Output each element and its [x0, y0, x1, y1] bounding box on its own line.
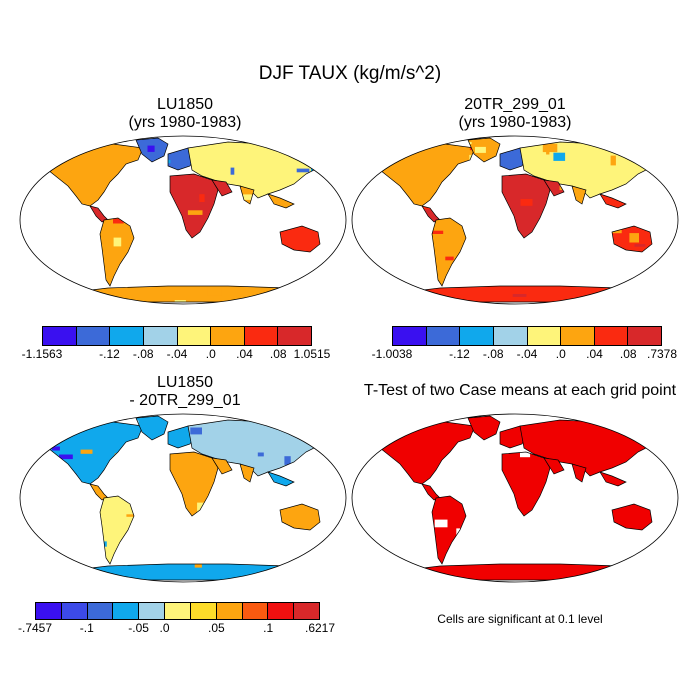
colorbar-swatch — [36, 603, 62, 619]
panel-4-title-line1: T-Test of two Case means at each grid po… — [363, 382, 677, 399]
colorbar-swatch — [268, 603, 295, 619]
colorbar-swatch — [110, 327, 144, 345]
colorbar-swatch — [113, 603, 140, 619]
colorbar-tick-label: -.08 — [482, 347, 504, 361]
colorbar-tick-label: .0 — [555, 347, 566, 361]
colorbar-swatch — [393, 327, 427, 345]
colorbar-swatch — [211, 327, 245, 345]
colorbar-swatch — [294, 603, 319, 619]
colorbar-swatch — [139, 603, 166, 619]
map-panel-ttest — [351, 413, 679, 583]
colorbar-swatch — [76, 327, 111, 345]
colorbar-swatches — [42, 326, 312, 346]
colorbar-tick-label: .08 — [269, 347, 287, 361]
map-panel-lu1850 — [19, 135, 347, 305]
colorbar-tick-label: .6217 — [304, 621, 336, 635]
colorbar-swatch — [242, 603, 269, 619]
colorbar-swatch — [143, 327, 178, 345]
colorbar-difference: -.7457 -.1 -.05 .0 .05 .1 .6217 — [18, 602, 335, 635]
colorbar-swatch — [165, 603, 191, 619]
colorbar-tick-label: -.12 — [99, 347, 120, 361]
colorbar-swatches — [35, 602, 320, 620]
colorbar-tick-label: -.05 — [128, 621, 149, 635]
colorbar-tick-label: .1 — [263, 621, 274, 635]
colorbar-swatch — [460, 327, 494, 345]
colorbar-swatches — [392, 326, 662, 346]
panel-3-title: LU1850 - 20TR_299_01 — [20, 374, 350, 410]
colorbar-tick-label: 1.0515 — [293, 347, 331, 361]
colorbar-tick-label: -.1 — [79, 621, 94, 635]
colorbar-tick-label: -.12 — [449, 347, 470, 361]
colorbar-tick-label: .08 — [619, 347, 637, 361]
colorbar-swatch — [190, 603, 217, 619]
colorbar-tick-label: .7378 — [646, 347, 678, 361]
colorbar-swatch — [61, 603, 88, 619]
colorbar-tick-label: -1.0038 — [371, 347, 413, 361]
colorbar-swatch — [561, 327, 595, 345]
figure-title: DJF TAUX (kg/m/s^2) — [258, 63, 442, 84]
colorbar-swatch — [216, 603, 243, 619]
panel-3-title-line1: LU1850 — [156, 374, 214, 391]
colorbar-tick-label: .04 — [236, 347, 253, 361]
colorbar-tick-label: -.04 — [166, 347, 188, 361]
panel-1-title-line2: (yrs 1980-1983) — [128, 114, 242, 131]
colorbar-tick-label: .05 — [208, 621, 225, 635]
colorbar-lu1850: -1.1563 -.12 -.08 -.04 .0 .04 .08 1.0515 — [22, 326, 330, 361]
panel-1-title-line1: LU1850 — [156, 96, 214, 113]
colorbar-tick-label: .04 — [586, 347, 603, 361]
colorbar-swatch — [527, 327, 562, 345]
colorbar-swatch — [628, 327, 661, 345]
panel-4-title: T-Test of two Case means at each grid po… — [350, 382, 690, 400]
colorbar-tick-label: -.7457 — [17, 621, 53, 635]
colorbar-tick-label: .0 — [205, 347, 216, 361]
significance-note: Cells are significant at 0.1 level — [437, 612, 603, 626]
panel-2-title: 20TR_299_01 (yrs 1980-1983) — [350, 96, 680, 132]
panel-3-title-line2: - 20TR_299_01 — [129, 392, 241, 409]
colorbar-swatch — [594, 327, 629, 345]
colorbar-swatch — [177, 327, 212, 345]
colorbar-swatch — [244, 327, 279, 345]
colorbar-swatch — [43, 327, 77, 345]
colorbar-tick-label: -.04 — [516, 347, 538, 361]
colorbar-swatch — [426, 327, 461, 345]
panel-2-title-line1: 20TR_299_01 — [464, 96, 566, 113]
colorbar-tick-label: -.08 — [132, 347, 154, 361]
colorbar-swatch — [87, 603, 114, 619]
map-panel-20tr — [351, 135, 679, 305]
colorbar-20tr: -1.0038 -.12 -.08 -.04 .0 .04 .08 .7378 — [372, 326, 677, 361]
colorbar-tick-label: -1.1563 — [21, 347, 63, 361]
map-panel-difference — [19, 413, 347, 583]
colorbar-swatch — [493, 327, 528, 345]
colorbar-swatch — [278, 327, 311, 345]
colorbar-tick-label: .0 — [159, 621, 170, 635]
panel-2-title-line2: (yrs 1980-1983) — [458, 114, 572, 131]
panel-1-title: LU1850 (yrs 1980-1983) — [20, 96, 350, 132]
